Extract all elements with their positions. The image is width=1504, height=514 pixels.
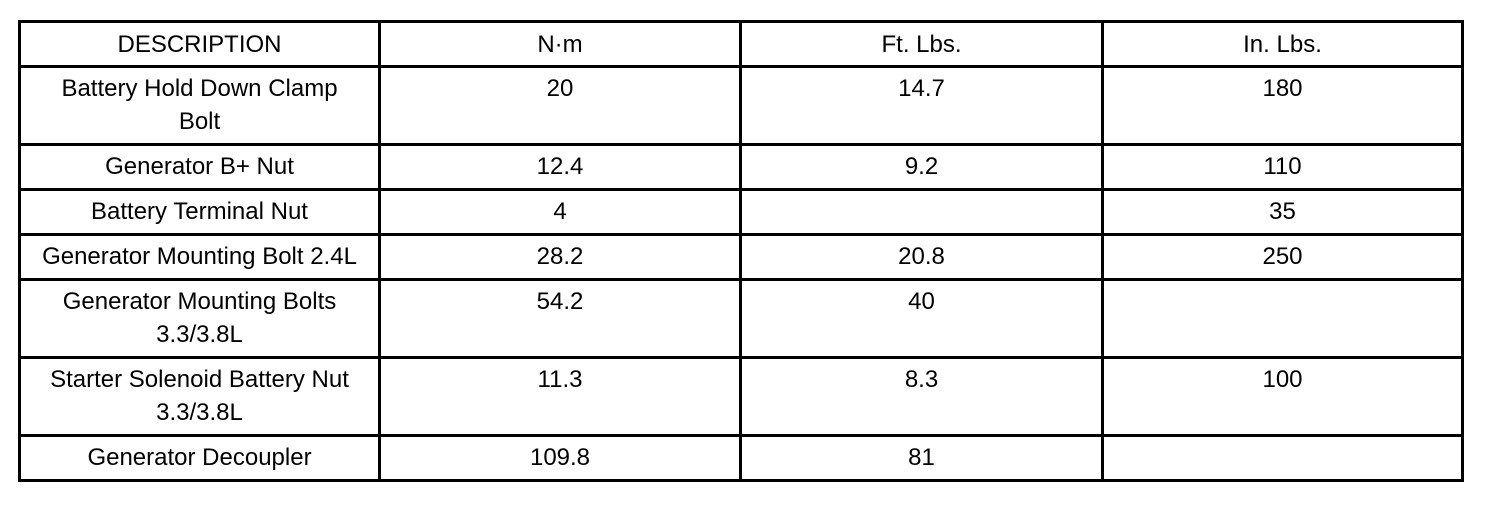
value-cell: 20 [378,65,742,146]
table-row: Generator B+ Nut 12.4 9.2 110 [18,143,1464,191]
value-cell: 109.8 [378,434,742,482]
table-row: Generator Mounting Bolt 2.4L 28.2 20.8 250 [18,233,1464,281]
value-cell: 12.4 [378,143,742,191]
description-cell: Generator B+ Nut [18,143,381,191]
value-cell: 110 [1101,143,1464,191]
header-cell: Ft. Lbs. [739,20,1104,68]
value-cell [1101,434,1464,482]
value-cell: 54.2 [378,278,742,359]
value-cell: 28.2 [378,233,742,281]
value-cell: 250 [1101,233,1464,281]
table-row: Battery Hold Down Clamp Bolt 20 14.7 180 [18,65,1464,146]
table-row: Starter Solenoid Battery Nut 3.3/3.8L 11.… [18,356,1464,437]
value-cell: 81 [739,434,1104,482]
header-cell: N·m [378,20,742,68]
description-cell: Generator Mounting Bolt 2.4L [18,233,381,281]
value-cell: 40 [739,278,1104,359]
description-cell: Battery Terminal Nut [18,188,381,236]
header-row: DESCRIPTION N·m Ft. Lbs. In. Lbs. [18,20,1464,68]
header-cell: In. Lbs. [1101,20,1464,68]
table-row: Generator Mounting Bolts 3.3/3.8L 54.2 40 [18,278,1464,359]
header-cell: DESCRIPTION [18,20,381,68]
value-cell: 8.3 [739,356,1104,437]
value-cell [739,188,1104,236]
value-cell: 4 [378,188,742,236]
value-cell: 35 [1101,188,1464,236]
description-cell: Starter Solenoid Battery Nut 3.3/3.8L [18,356,381,437]
description-cell: Generator Mounting Bolts 3.3/3.8L [18,278,381,359]
value-cell [1101,278,1464,359]
value-cell: 100 [1101,356,1464,437]
description-cell: Battery Hold Down Clamp Bolt [18,65,381,146]
value-cell: 11.3 [378,356,742,437]
value-cell: 14.7 [739,65,1104,146]
value-cell: 20.8 [739,233,1104,281]
description-cell: Generator Decoupler [18,434,381,482]
table-row: Battery Terminal Nut 4 35 [18,188,1464,236]
value-cell: 9.2 [739,143,1104,191]
value-cell: 180 [1101,65,1464,146]
table-row: Generator Decoupler 109.8 81 [18,434,1464,482]
table-body: Battery Hold Down Clamp Bolt 20 14.7 180 Gen… [18,65,1464,482]
torque-table: DESCRIPTION N·m Ft. Lbs. In. Lbs. Battery H… [18,20,1464,482]
